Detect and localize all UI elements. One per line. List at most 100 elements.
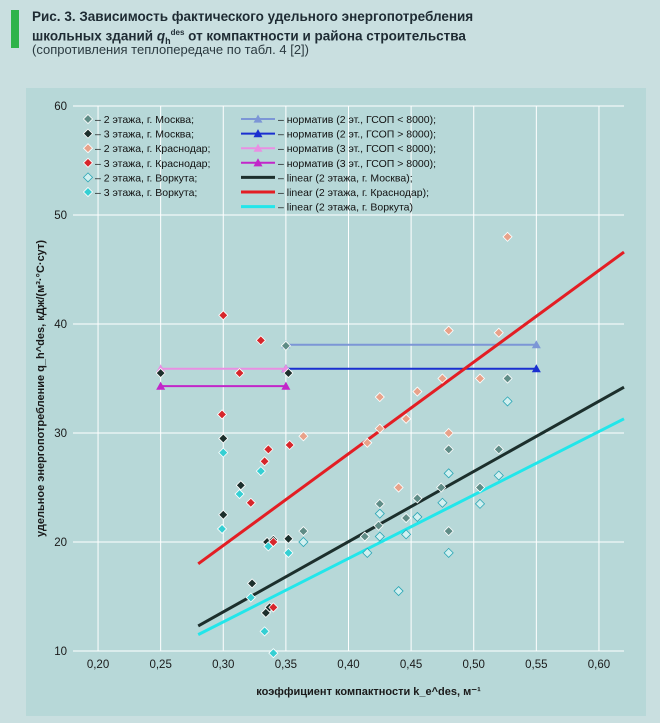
- x-axis-title: коэффициент компактности k_e^des, м⁻¹: [256, 686, 481, 698]
- data-point: [283, 533, 294, 544]
- data-point: [362, 547, 373, 558]
- y-tick-label: 30: [54, 428, 67, 440]
- chart-area: 0,20 0,25 0,30 0,35 0,40 0,45 0,50 0,55 0,60 10 20…: [26, 88, 646, 716]
- data-point: [218, 447, 229, 458]
- x-tick-label: 0,55: [525, 659, 547, 671]
- x-tick-label: 0,60: [588, 659, 610, 671]
- data-point: [218, 433, 229, 444]
- data-point: [218, 509, 229, 520]
- data-point: [245, 592, 256, 603]
- x-tick-label: 0,45: [400, 659, 422, 671]
- legend-marker: [82, 128, 94, 139]
- figure-title: Рис. 3. Зависимость фактического удельно…: [32, 9, 642, 49]
- series-line: [197, 417, 625, 636]
- data-point: [374, 391, 385, 403]
- title-line-2: школьных зданий qhdes от компактности и …: [32, 25, 642, 49]
- legend-label: – linear (2 этажа, г. Воркута): [278, 202, 413, 214]
- data-point: [502, 231, 513, 242]
- legend-label: – linear (2 этажа, г. Москва);: [278, 172, 413, 184]
- data-point: [298, 536, 309, 548]
- title-sup: des: [170, 28, 185, 37]
- data-point: [443, 325, 454, 336]
- y-axis-title: удельное энергопотребление q_h^des, кДж/…: [35, 240, 47, 537]
- data-point: [443, 547, 454, 558]
- y-tick-label: 20: [54, 537, 67, 549]
- data-point: [359, 531, 370, 542]
- x-tick-label: 0,40: [337, 659, 359, 671]
- x-tick-label: 0,50: [463, 659, 485, 671]
- data-point: [374, 498, 385, 509]
- title-line-2-pre: школьных зданий: [32, 28, 157, 44]
- data-point: [216, 409, 228, 420]
- data-point: [412, 493, 423, 504]
- data-point: [401, 413, 412, 424]
- x-tick-label: 0,20: [87, 659, 109, 671]
- chart-svg: 0,20 0,25 0,30 0,35 0,40 0,45 0,50 0,55 0,60 10 20…: [35, 101, 625, 698]
- legend-marker: [82, 113, 94, 125]
- data-point: [474, 373, 486, 384]
- data-point: [235, 480, 246, 491]
- data-point: [401, 529, 412, 540]
- data-point: [443, 526, 454, 537]
- data-point: [283, 547, 294, 558]
- legend-label: – норматив (3 эт., ГСОП < 8000);: [278, 143, 436, 155]
- legend-marker: [253, 114, 263, 123]
- data-point: [393, 482, 404, 493]
- x-tick-label: 0,25: [149, 659, 171, 671]
- data-point: [259, 626, 270, 637]
- title-line-1: Рис. 3. Зависимость фактического удельно…: [32, 9, 474, 24]
- data-point: [401, 512, 412, 524]
- title-q: q: [156, 28, 166, 44]
- y-tick-label: 40: [54, 319, 67, 331]
- norm-marker: [531, 340, 541, 349]
- legend-marker: [82, 172, 94, 183]
- title-line-2-post: от компактности и района строительства: [184, 28, 466, 44]
- norm-marker: [156, 381, 166, 390]
- legend-label: – 2 этажа, г. Краснодар;: [95, 143, 210, 155]
- data-point: [268, 602, 279, 613]
- data-point: [218, 310, 229, 321]
- legend-marker: [253, 158, 263, 167]
- x-tick-label: 0,35: [275, 659, 297, 671]
- legend-label: – linear (2 этажа, г. Краснодар);: [278, 187, 429, 199]
- legend-label: – норматив (3 эт., ГСОП > 8000);: [278, 158, 436, 170]
- data-point: [493, 327, 504, 338]
- data-point: [373, 520, 384, 531]
- y-tick-label: 50: [54, 210, 67, 222]
- series-line: [197, 250, 625, 566]
- accent-bar: [11, 10, 19, 48]
- x-tick-label: 0,30: [212, 659, 234, 671]
- legend-marker: [253, 129, 263, 138]
- data-point: [284, 439, 295, 451]
- title-sub: h: [165, 36, 171, 47]
- data-point: [155, 367, 166, 379]
- legend-label: – 3 этажа, г. Краснодар;: [95, 158, 210, 170]
- data-point: [247, 578, 258, 589]
- data-point: [263, 541, 274, 552]
- legend-marker: [82, 157, 94, 168]
- data-point: [412, 511, 423, 522]
- data-point: [374, 423, 385, 434]
- data-point: [263, 444, 274, 455]
- data-point: [255, 335, 266, 346]
- data-point: [443, 468, 454, 479]
- data-point: [362, 437, 373, 448]
- data-point: [437, 497, 448, 508]
- legend-marker: [82, 186, 94, 198]
- data-point: [412, 386, 423, 397]
- norm-marker: [281, 381, 291, 390]
- data-point: [234, 367, 245, 379]
- data-point: [493, 444, 504, 455]
- data-point: [443, 427, 454, 439]
- norm-marker: [531, 364, 541, 373]
- data-point: [245, 497, 256, 508]
- legend-label: – норматив (2 эт., ГСОП > 8000);: [278, 129, 436, 141]
- data-point: [255, 466, 266, 477]
- data-point: [268, 648, 279, 659]
- data-point: [298, 526, 309, 537]
- data-point: [374, 531, 385, 542]
- data-point: [374, 508, 385, 519]
- data-point: [283, 367, 294, 379]
- data-point: [234, 488, 245, 500]
- data-point: [474, 498, 486, 509]
